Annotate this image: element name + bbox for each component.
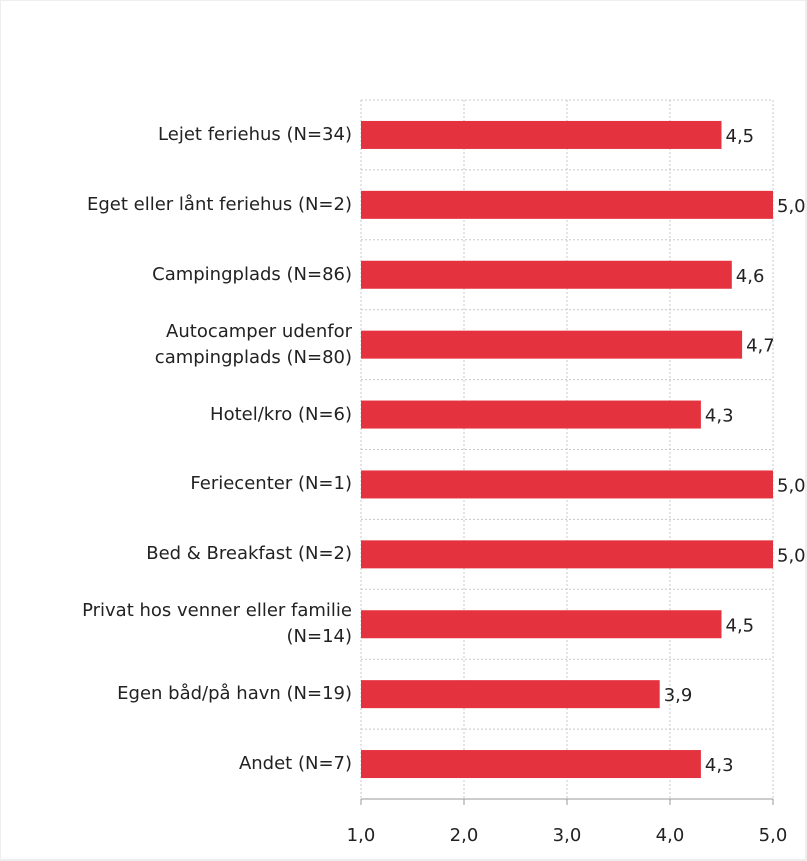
value-label: 4,5: [726, 126, 755, 147]
value-label: 4,3: [705, 755, 734, 776]
category-label: Autocamper udenfor campingplads (N=80): [154, 320, 352, 368]
x-tick-label: 1,0: [347, 825, 376, 846]
category-label: Bed & Breakfast (N=2): [146, 543, 352, 565]
value-label: 4,3: [705, 406, 734, 427]
x-tick-label: 3,0: [553, 825, 582, 846]
category-label: Lejet feriehus (N=34): [158, 123, 352, 145]
bar: [361, 120, 722, 149]
category-label: Feriecenter (N=1): [190, 473, 352, 495]
category-label: Egen båd/på havn (N=19): [117, 683, 352, 705]
value-label: 4,7: [746, 336, 775, 357]
category-label: Hotel/kro (N=6): [210, 403, 352, 425]
x-tick-label: 4,0: [656, 825, 685, 846]
bar: [361, 470, 773, 499]
value-label: 4,6: [736, 266, 765, 287]
bar: [361, 190, 773, 219]
category-label: Campingplads (N=86): [152, 263, 352, 285]
value-label: 5,0: [777, 475, 806, 496]
bar: [361, 680, 660, 709]
category-label: Andet (N=7): [238, 753, 352, 775]
x-tick-label: 2,0: [450, 825, 479, 846]
bar: [361, 540, 773, 569]
bar: [361, 260, 732, 289]
bar: [361, 610, 722, 639]
value-label: 5,0: [777, 545, 806, 566]
bar: [361, 330, 743, 359]
category-label: Privat hos venner eller familie (N=14): [82, 600, 352, 648]
value-label: 5,0: [777, 196, 806, 217]
value-label: 4,5: [726, 615, 755, 636]
bar: [361, 400, 701, 429]
category-label: Eget eller lånt feriehus (N=2): [87, 193, 352, 215]
value-label: 3,9: [664, 685, 693, 706]
bar: [361, 750, 701, 779]
x-tick-label: 5,0: [759, 825, 788, 846]
